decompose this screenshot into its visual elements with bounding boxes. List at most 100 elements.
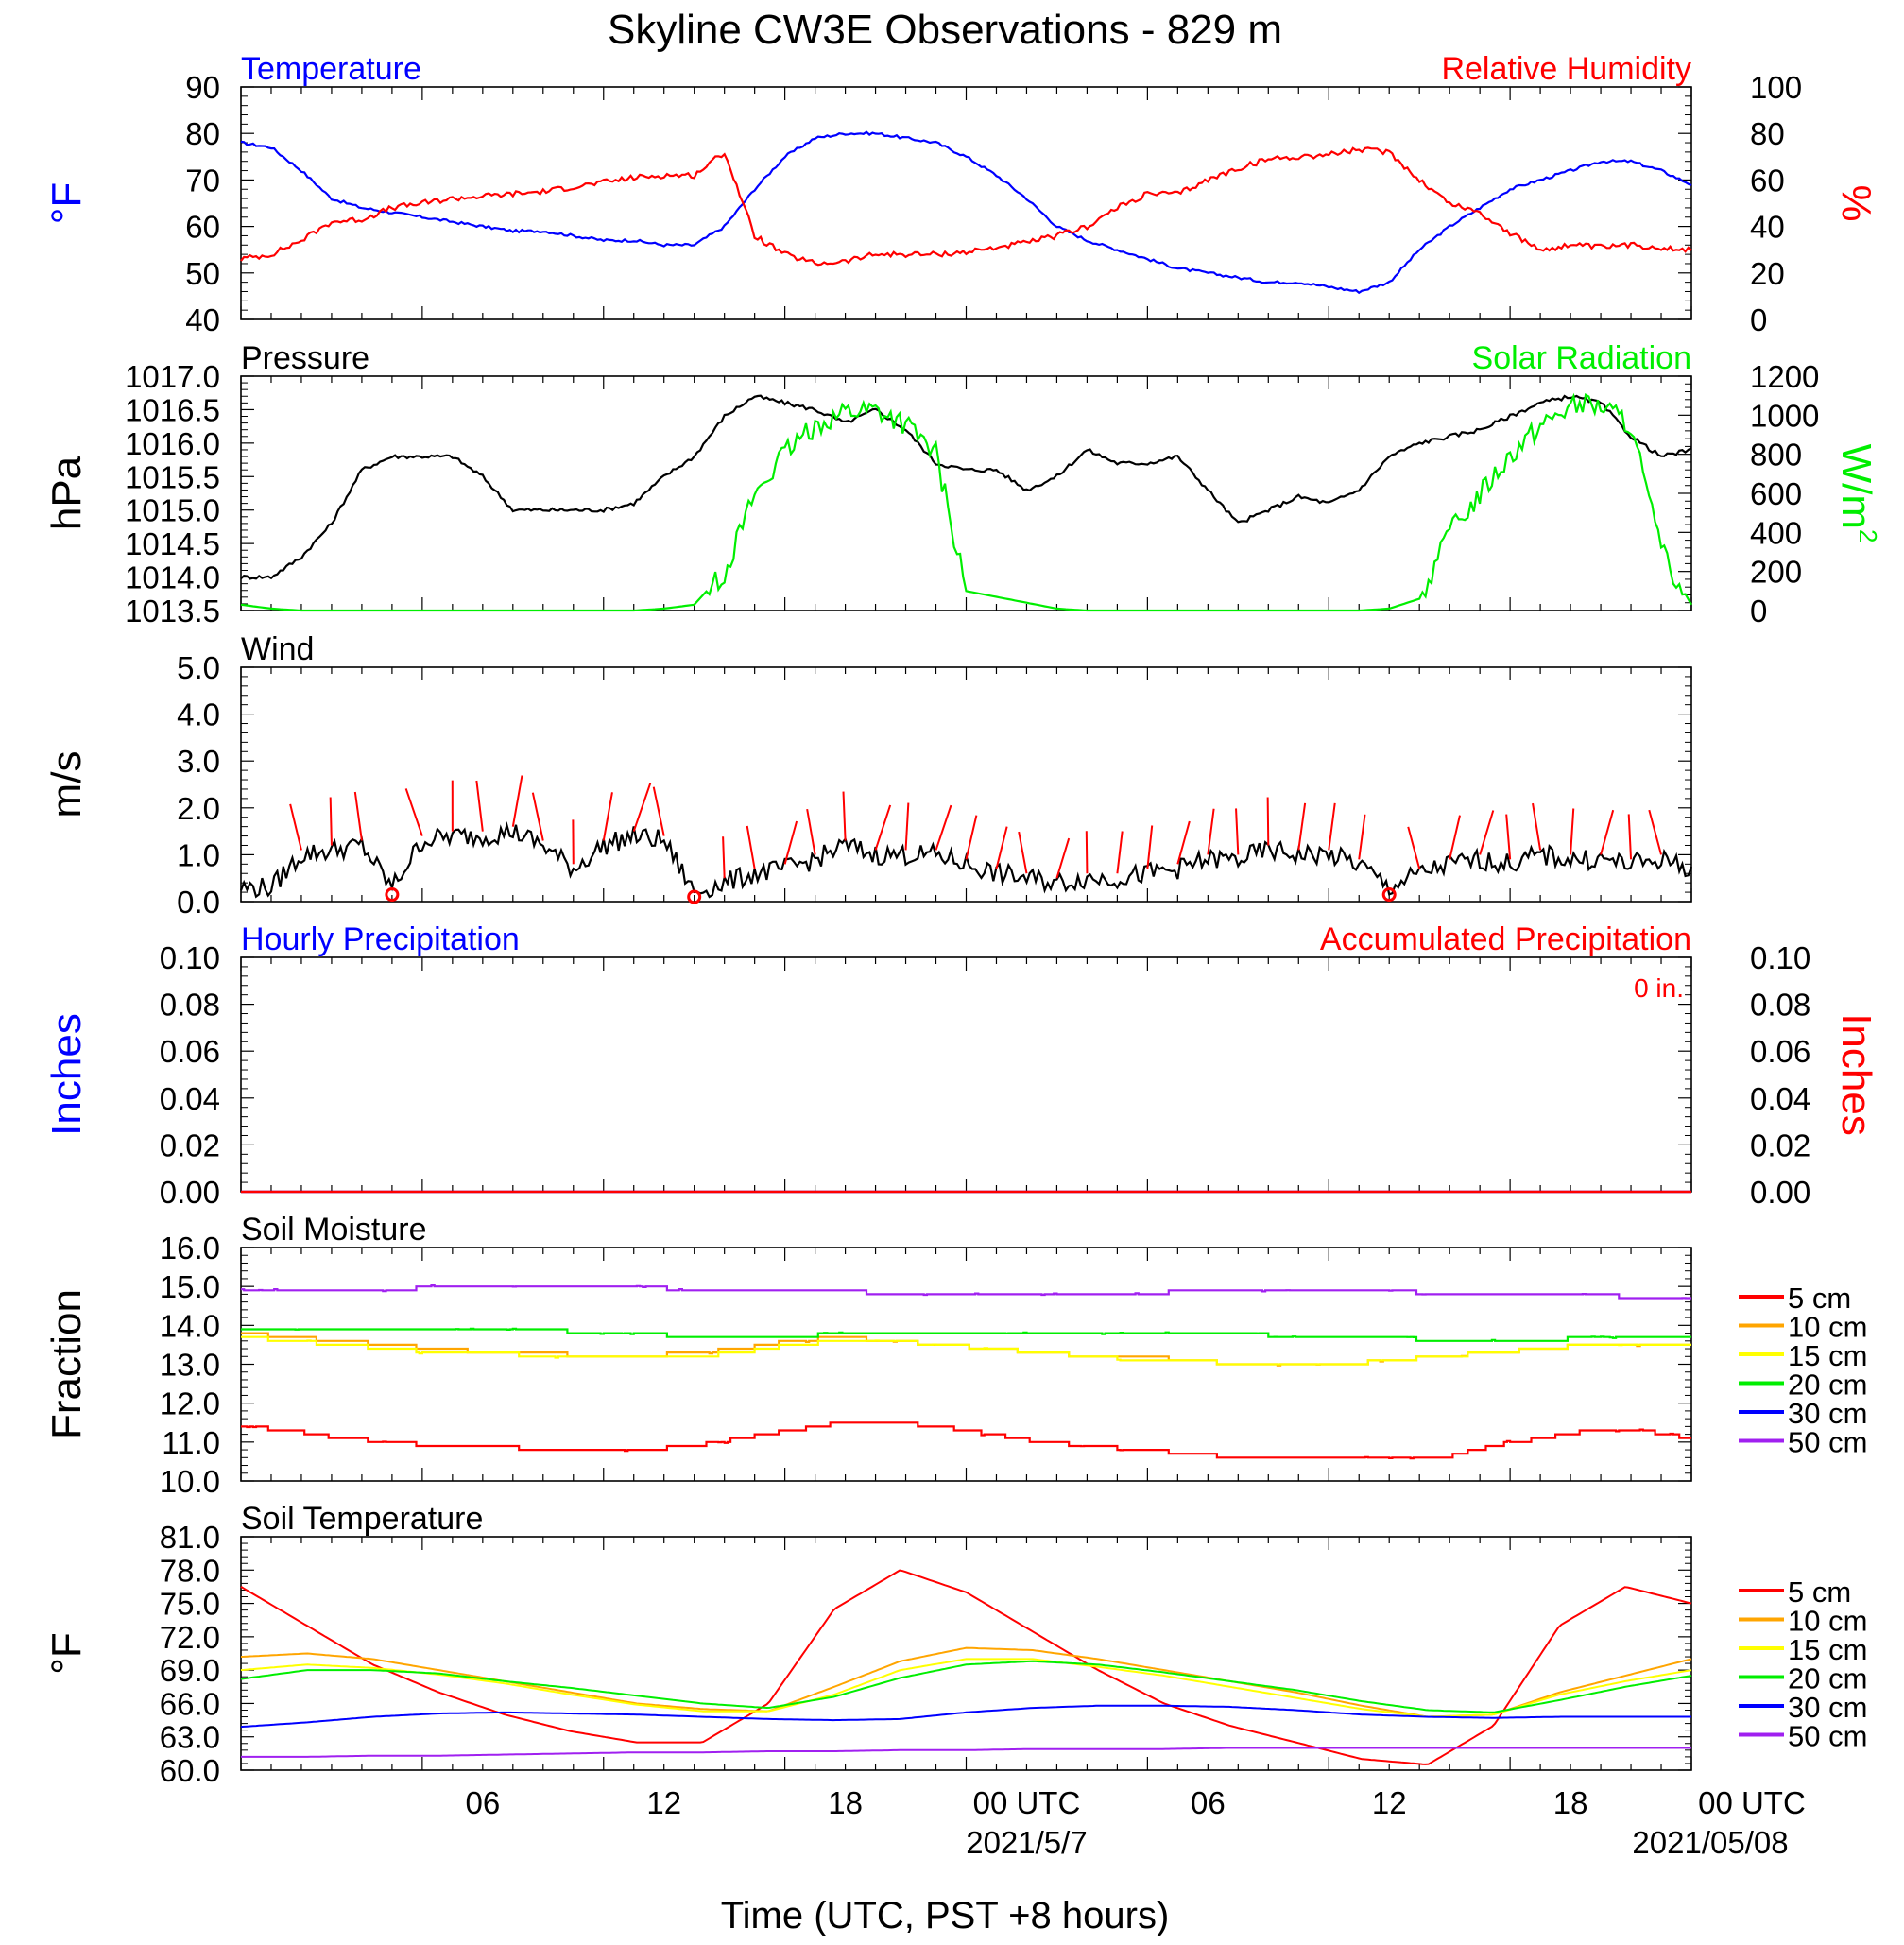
wind-barb [404, 788, 423, 836]
wind-barb [632, 783, 652, 832]
wind-barb [1266, 797, 1270, 846]
wind-barb [1358, 814, 1366, 860]
y-tick-label: 78.0 [160, 1553, 220, 1588]
y-axis-label: m/s [43, 751, 90, 818]
series-line [241, 1284, 1691, 1300]
y-axis-label: °F [43, 182, 90, 224]
legend-label: 15 cm [1788, 1633, 1867, 1666]
series-line [241, 1332, 1691, 1367]
panel-right-title: Solar Radiation [1472, 340, 1691, 376]
y-tick-label: 11.0 [162, 1425, 220, 1460]
legend-label: 20 cm [1788, 1662, 1867, 1695]
calm-marker [1381, 887, 1397, 903]
y-tick-label: 40 [185, 302, 220, 337]
y-right-tick-label: 0.02 [1750, 1127, 1810, 1162]
wind-barb [1018, 831, 1028, 874]
series-line [241, 1421, 1691, 1460]
panel-4: 0.10 0.08 0.06 0.04 0.02 0.00 0.10 0.08 0.06 0.04… [43, 921, 1879, 1210]
y-tick-label: 4.0 [177, 697, 220, 732]
x-tick-label: 12 [646, 1785, 681, 1820]
wind-barb [1570, 808, 1575, 855]
y-tick-label: 69.0 [160, 1653, 220, 1688]
series-line [240, 1704, 1691, 1729]
wind-barb [1449, 815, 1461, 860]
y-right-tick-label: 40 [1750, 210, 1785, 245]
wind-barb [746, 825, 756, 869]
y-tick-label: 0.02 [160, 1127, 220, 1162]
y-tick-label: 14.0 [160, 1308, 220, 1343]
panel-left-title: Hourly Precipitation [241, 921, 520, 957]
y-right-tick-label: 80 [1750, 116, 1785, 151]
wind-barb [1479, 810, 1495, 855]
panel-right-title: Relative Humidity [1441, 51, 1691, 87]
y-tick-label: 0.08 [160, 988, 220, 1023]
y-tick-label: 1016.0 [125, 426, 220, 461]
wind-barb [1176, 820, 1191, 865]
wind-barb [353, 791, 363, 841]
y-tick-label: 0.06 [160, 1034, 220, 1069]
y-tick-label: 50 [185, 256, 220, 291]
y-tick-label: 66.0 [160, 1686, 220, 1721]
y-right-tick-label: 400 [1750, 515, 1802, 550]
wind-barb [874, 804, 892, 851]
wind-barb [1532, 802, 1542, 851]
y-right-axis-label-sup: 2 [1854, 529, 1882, 542]
wind-barb [995, 826, 1008, 869]
wind-barb [1297, 802, 1307, 851]
panel-left-title: Temperature [241, 51, 421, 87]
y-right-tick-label: 0.08 [1750, 988, 1810, 1023]
y-tick-label: 2.0 [177, 791, 220, 826]
legend-label: 50 cm [1788, 1426, 1867, 1459]
y-tick-label: 1015.0 [125, 493, 220, 528]
panel-frame [240, 86, 1692, 320]
y-tick-label: 13.0 [160, 1348, 220, 1383]
panel-left-title: Soil Temperature [241, 1501, 483, 1537]
panel-left-title: Soil Moisture [241, 1212, 427, 1248]
panel-6: 81.078.075.072.069.066.063.060.0 Soil Tem… [43, 1501, 1867, 1788]
wind-barb [1328, 802, 1336, 851]
y-tick-label: 80 [185, 116, 220, 151]
y-right-axis-label: % [1833, 184, 1879, 221]
wind-barb [1505, 814, 1512, 860]
x-date-label: 2021/05/08 [1632, 1825, 1788, 1860]
y-right-tick-label: 20 [1750, 256, 1785, 291]
y-right-axis-label: Inches [1833, 1013, 1879, 1136]
y-tick-label: 60 [185, 210, 220, 245]
y-tick-label: 0.0 [177, 885, 220, 920]
wind-barb [783, 820, 798, 865]
y-tick-label: 81.0 [160, 1520, 220, 1555]
wind-barb [652, 786, 665, 836]
y-right-tick-label: 0.10 [1750, 940, 1810, 975]
y-tick-label: 10.0 [160, 1464, 220, 1499]
y-right-axis-label: W/m2 [1833, 444, 1882, 543]
wind-barb [602, 792, 613, 841]
panel-left-title: Pressure [241, 340, 369, 376]
legend-label: 10 cm [1788, 1605, 1867, 1638]
y-tick-label: 15.0 [160, 1269, 220, 1304]
y-tick-label: 5.0 [177, 650, 220, 685]
wind-barb [1085, 831, 1089, 874]
y-tick-label: 0.00 [160, 1175, 220, 1210]
panel-frame [240, 375, 1692, 611]
legend-label: 30 cm [1788, 1397, 1867, 1430]
wind-barb [1407, 826, 1421, 869]
calm-marker [385, 887, 400, 903]
y-tick-label: 0.04 [160, 1081, 220, 1116]
series-line [241, 1335, 1691, 1366]
panel-1: 90 80 70 60 50 40 100 80 60 40 20 0 Temperature Relat… [43, 51, 1879, 337]
series-line [240, 1658, 1692, 1718]
wind-barb [1235, 808, 1240, 855]
x-date-label: 2021/5/7 [966, 1825, 1087, 1860]
wind-barb [329, 797, 333, 846]
x-tick-label: 06 [465, 1785, 500, 1820]
panel-right-title: Accumulated Precipitation [1320, 921, 1691, 957]
y-right-tick-label: 1200 [1750, 359, 1819, 394]
x-tick-label: 00 UTC [973, 1785, 1081, 1820]
y-tick-label: 1.0 [177, 837, 220, 872]
y-tick-label: 1016.5 [125, 392, 220, 427]
y-tick-label: 1015.5 [125, 459, 220, 494]
y-right-tick-label: 0.06 [1750, 1034, 1810, 1069]
series-line [241, 1747, 1691, 1758]
wind-barb [289, 803, 302, 851]
